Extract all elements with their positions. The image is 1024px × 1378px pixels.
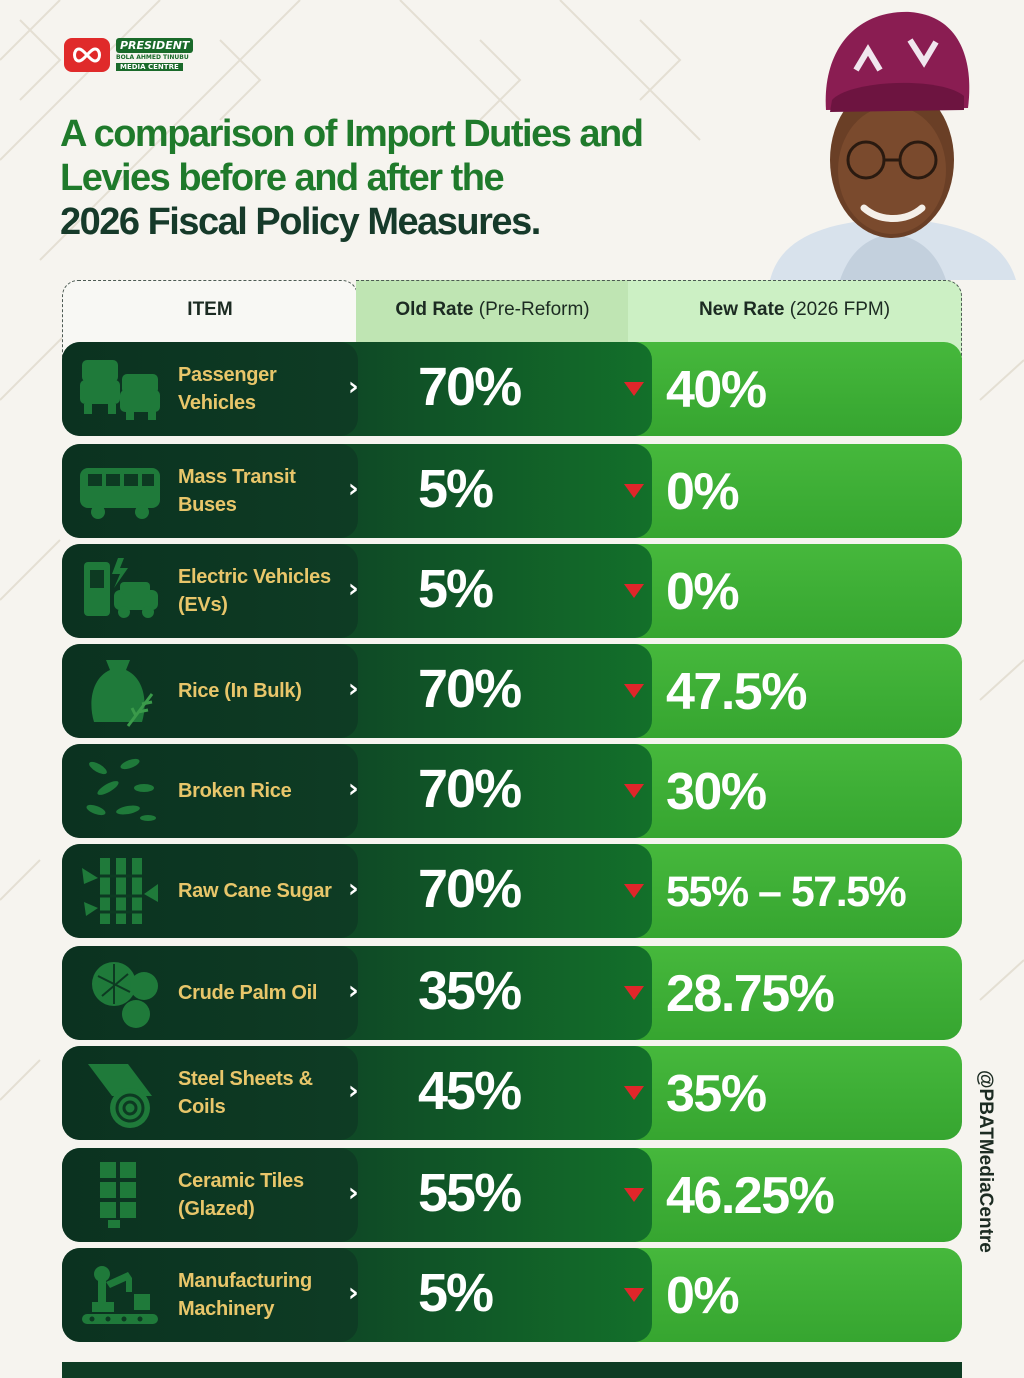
social-handle: @PBATMediaCentre [974, 1070, 1004, 1330]
steel-coil-icon [88, 1064, 152, 1128]
chevron-right-icon: › [348, 574, 359, 604]
item-label: Broken Rice [178, 780, 292, 802]
chevron-right-icon: › [348, 1278, 359, 1308]
palm-fruit-icon [92, 962, 158, 1028]
down-arrow-icon [624, 584, 644, 598]
down-arrow-icon [624, 382, 644, 396]
header-new-bold: New Rate [698, 299, 785, 320]
header-old-bold: Old Rate [395, 299, 474, 320]
old-rate-value: 70% [418, 759, 522, 819]
new-rate-value: 47.5% [666, 663, 807, 721]
logo-line-3: MEDIA CENTRE [116, 63, 183, 71]
logo-line-2: BOLA AHMED TINUBU [116, 54, 189, 61]
down-arrow-icon [624, 784, 644, 798]
ev-charger-icon [84, 558, 158, 618]
logo-line-1: PRESIDENT [116, 38, 194, 53]
table-row: Steel Sheets & Coils › 45% 35% [62, 1046, 962, 1140]
portrait-image [770, 11, 1016, 280]
item-cell [62, 1248, 358, 1342]
new-rate-value: 35% [666, 1065, 767, 1123]
new-rate-value: 0% [666, 463, 740, 521]
bus-icon [80, 468, 160, 519]
item-label: Steel Sheets & Coils [178, 1068, 313, 1118]
down-arrow-icon [624, 484, 644, 498]
new-rate-value: 28.75% [666, 965, 835, 1023]
table-row: Crude Palm Oil › 35% 28.75% [62, 946, 962, 1040]
old-rate-value: 35% [418, 961, 522, 1021]
down-arrow-icon [624, 1086, 644, 1100]
sugar-cane-icon [82, 858, 158, 924]
logo-mark [64, 38, 110, 72]
old-rate-value: 5% [418, 459, 494, 519]
tiles-icon [100, 1162, 136, 1228]
table-row: Manufacturing Machinery › 5% 0% [62, 1248, 962, 1342]
item-label: Passenger Vehicles [178, 364, 277, 414]
chevron-right-icon: › [348, 674, 359, 704]
old-rate-value: 70% [418, 659, 522, 719]
table-row: Mass Transit Buses › 5% 0% [62, 444, 962, 538]
down-arrow-icon [624, 1288, 644, 1302]
title-part-2: 2026 Fiscal Policy Measures. [60, 201, 541, 243]
down-arrow-icon [624, 986, 644, 1000]
chevron-right-icon: › [348, 372, 359, 402]
old-rate-value: 5% [418, 1263, 494, 1323]
page-title: A comparison of Import Duties and Levies… [60, 112, 700, 244]
table-row: Passenger Vehicles › 70% 40% [62, 342, 962, 436]
table-row: Rice (In Bulk) › 70% 47.5% [62, 644, 962, 738]
item-cell [62, 544, 358, 638]
table-row: Raw Cane Sugar › 70% 55% – 57.5% [62, 844, 962, 938]
down-arrow-icon [624, 1188, 644, 1202]
item-label: Rice (In Bulk) [178, 680, 302, 702]
item-cell [62, 844, 358, 938]
new-rate-value: 55% – 57.5% [666, 868, 907, 916]
item-cell [62, 744, 358, 838]
infinity-icon [73, 47, 101, 63]
down-arrow-icon [624, 884, 644, 898]
next-row-peek [62, 1362, 962, 1378]
chevron-right-icon: › [348, 874, 359, 904]
chevron-right-icon: › [348, 976, 359, 1006]
old-rate-value: 5% [418, 559, 494, 619]
item-label: Mass Transit Buses [178, 466, 296, 516]
header-item-label: ITEM [187, 299, 233, 320]
chevron-right-icon: › [348, 774, 359, 804]
item-label: Ceramic Tiles (Glazed) [178, 1170, 304, 1220]
social-handle-text: @PBATMediaCentre [975, 1070, 996, 1253]
old-rate-value: 55% [418, 1163, 522, 1223]
table-row: Electric Vehicles (EVs) › 5% 0% [62, 544, 962, 638]
item-label: Raw Cane Sugar [178, 880, 332, 902]
chevron-right-icon: › [348, 1178, 359, 1208]
old-rate-value: 70% [418, 859, 522, 919]
robot-arm-icon [82, 1266, 158, 1324]
item-label: Crude Palm Oil [178, 982, 318, 1004]
chevron-right-icon: › [348, 474, 359, 504]
down-arrow-icon [624, 684, 644, 698]
chevron-right-icon: › [348, 1076, 359, 1106]
header-old-light: (Pre-Reform) [478, 299, 590, 320]
rice-sack-icon [91, 660, 154, 727]
new-rate-value: 0% [666, 563, 740, 621]
table-row: Ceramic Tiles (Glazed) › 55% 46.25% [62, 1148, 962, 1242]
new-rate-value: 40% [666, 361, 767, 419]
old-rate-value: 45% [418, 1061, 522, 1121]
logo: PRESIDENT BOLA AHMED TINUBU MEDIA CENTRE [64, 30, 194, 80]
item-label: Manufacturing Machinery [178, 1270, 312, 1320]
new-rate-value: 30% [666, 763, 767, 821]
item-label: Electric Vehicles (EVs) [178, 566, 331, 616]
new-rate-value: 0% [666, 1267, 740, 1325]
cars-icon [80, 360, 160, 420]
title-part-1: A comparison of Import Duties and Levies… [60, 113, 644, 199]
old-rate-value: 70% [418, 357, 522, 417]
table-row: Broken Rice › 70% 30% [62, 744, 962, 838]
rice-grains-icon [86, 758, 156, 821]
header-new-light: (2026 FPM) [789, 299, 891, 320]
new-rate-value: 46.25% [666, 1167, 835, 1225]
